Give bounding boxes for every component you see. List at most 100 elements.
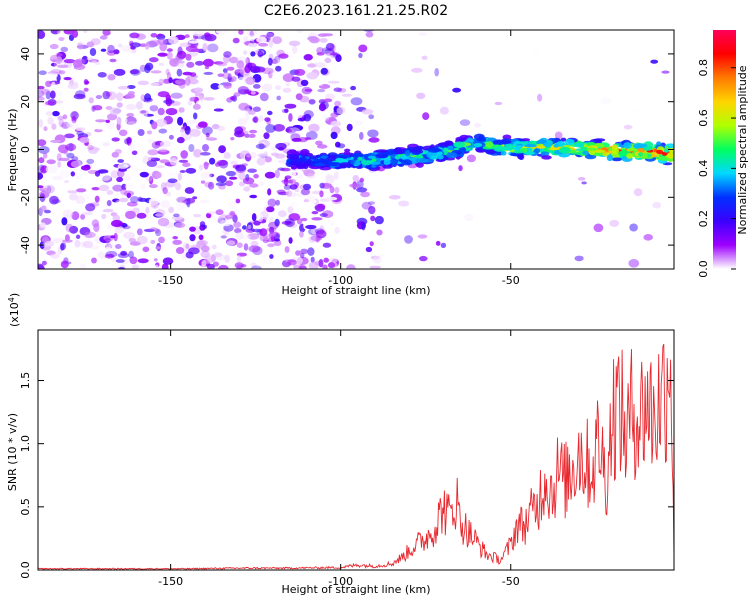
noise-blob: [184, 34, 190, 38]
noise-blob: [234, 228, 242, 234]
noise-blob: [288, 127, 301, 136]
y-tick-label: -20: [19, 188, 32, 206]
noise-blob: [157, 33, 163, 37]
noise-blob: [61, 123, 73, 128]
noise-blob: [311, 211, 319, 215]
noise-blob: [574, 255, 584, 262]
ridge-blob: [569, 149, 577, 154]
noise-blob: [330, 112, 339, 118]
noise-blob: [296, 173, 304, 180]
noise-blob: [58, 169, 70, 179]
noise-blob: [58, 37, 65, 41]
noise-blob: [182, 162, 191, 168]
noise-blob: [154, 264, 159, 269]
noise-blob: [329, 52, 338, 56]
noise-blob: [275, 85, 282, 90]
noise-blob: [300, 188, 311, 196]
noise-blob: [146, 160, 158, 167]
noise-blob: [102, 30, 111, 36]
noise-blob: [189, 96, 200, 102]
noise-blob: [136, 212, 147, 219]
noise-blob: [178, 60, 185, 64]
noise-blob: [118, 129, 128, 137]
noise-blob: [63, 30, 74, 35]
noise-blob: [271, 58, 278, 64]
noise-blob: [203, 97, 215, 101]
noise-blob: [153, 99, 166, 106]
noise-blob: [129, 32, 140, 39]
noise-blob: [225, 180, 234, 187]
noise-blob: [38, 85, 45, 90]
noise-blob: [137, 258, 149, 264]
noise-blob: [365, 31, 374, 38]
snr-panel: -150 -100 -50 0.0 0.5 1.0 1.5 Height of strai…: [6, 293, 675, 596]
snr-x-ticks: -150 -100 -50: [158, 330, 520, 588]
noise-blob: [288, 237, 293, 244]
noise-blob: [346, 123, 353, 132]
ridge-blob: [606, 154, 614, 162]
noise-blob: [186, 182, 192, 186]
noise-blob: [104, 253, 115, 259]
noise-blob: [243, 36, 249, 42]
noise-blob: [45, 80, 52, 88]
colorbar-tick-label: 0.8: [697, 59, 710, 77]
noise-blob: [127, 85, 136, 89]
noise-blob: [238, 102, 250, 111]
noise-blob: [130, 168, 140, 172]
noise-blob: [323, 257, 330, 263]
noise-blob: [228, 200, 237, 210]
ridge-blob: [509, 152, 520, 157]
noise-blob: [609, 219, 620, 227]
noise-blob: [140, 94, 146, 102]
snr-series: [38, 343, 674, 570]
noise-blob: [368, 137, 380, 143]
noise-blob: [210, 83, 220, 90]
noise-blob: [285, 190, 293, 197]
noise-blob: [86, 57, 94, 61]
noise-blob: [76, 131, 85, 136]
noise-blob: [435, 240, 441, 246]
ridge-blob: [553, 143, 559, 148]
noise-blob: [38, 89, 45, 98]
noise-blob: [87, 144, 94, 151]
noise-blob: [149, 57, 159, 63]
noise-blob: [365, 246, 373, 253]
noise-blob: [247, 62, 253, 70]
noise-blob: [275, 65, 282, 72]
noise-blob: [151, 121, 158, 130]
noise-blob: [307, 247, 315, 256]
ridge-blob: [521, 138, 531, 142]
noise-blob: [161, 125, 173, 132]
noise-blob: [116, 176, 123, 183]
noise-blob: [186, 61, 195, 68]
ridge-blob: [299, 156, 307, 162]
noise-blob: [106, 121, 115, 130]
noise-blob: [246, 153, 252, 158]
noise-blob: [661, 70, 670, 74]
noise-blob: [75, 58, 86, 65]
noise-blob: [308, 235, 317, 243]
noise-blob: [176, 68, 183, 77]
spectrogram-y-label: Frequency (Hz): [6, 109, 19, 192]
noise-blob: [192, 31, 205, 37]
noise-blob: [139, 110, 149, 115]
noise-blob: [91, 257, 97, 264]
noise-blob: [291, 76, 301, 82]
noise-blob: [219, 46, 225, 55]
noise-blob: [250, 90, 256, 95]
noise-blob: [57, 115, 64, 121]
noise-blob: [225, 170, 237, 177]
noise-blob: [163, 99, 175, 105]
ridge-blob: [290, 165, 297, 170]
ridge-blob: [582, 151, 589, 155]
noise-blob: [229, 56, 239, 64]
noise-blob: [278, 210, 287, 218]
noise-blob: [216, 61, 227, 67]
ridge-blob: [410, 146, 422, 153]
noise-blob: [149, 39, 161, 47]
noise-blob: [40, 165, 48, 174]
noise-blob: [193, 112, 198, 120]
noise-blob: [96, 165, 102, 170]
noise-blob: [274, 169, 280, 179]
ridge-blob: [535, 145, 546, 149]
